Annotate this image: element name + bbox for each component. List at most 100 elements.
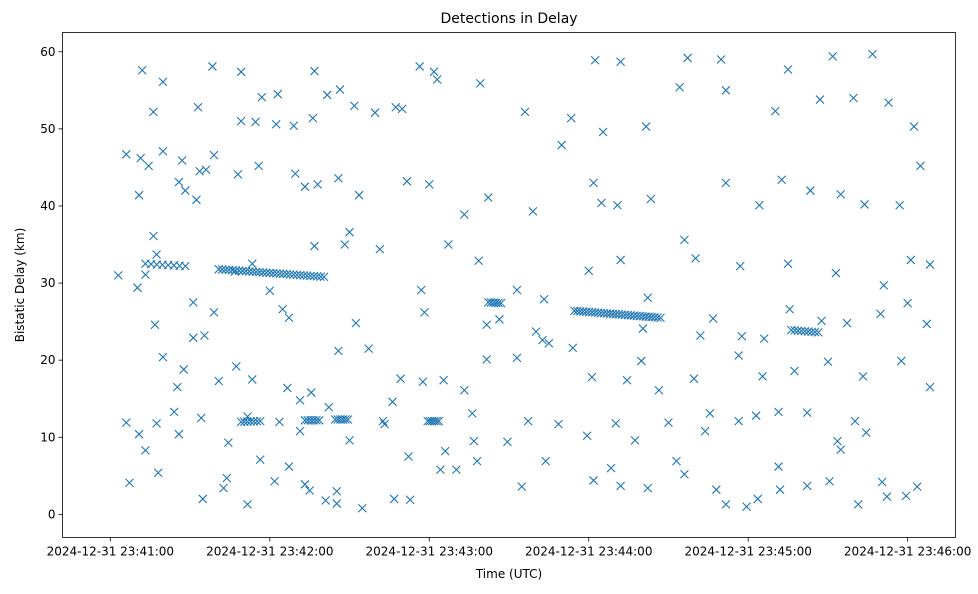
scatter-point	[802, 408, 812, 417]
scatter-point	[708, 314, 718, 323]
scatter-point	[539, 294, 549, 304]
scatter-point	[251, 117, 260, 127]
scatter-point	[759, 334, 769, 343]
track-point	[275, 269, 285, 279]
scatter-point	[611, 419, 621, 428]
scatter-point	[613, 200, 622, 210]
scatter-point	[149, 107, 158, 117]
scatter-point	[333, 173, 343, 183]
scatter-point	[598, 127, 608, 137]
track-point	[813, 328, 823, 337]
scatter-point	[901, 491, 911, 501]
scatter-point	[606, 463, 616, 473]
scatter-point	[432, 75, 442, 84]
scatter-point	[922, 319, 932, 329]
scatter-point	[144, 161, 153, 171]
scatter-point	[278, 304, 287, 314]
scatter-point	[198, 494, 208, 504]
track-point	[312, 272, 322, 281]
track-point	[249, 416, 259, 426]
x-tick-label: 2024-12-31 23:45:00	[684, 545, 811, 559]
track-point	[423, 416, 433, 426]
scatter-point	[388, 397, 397, 407]
scatter-point	[313, 179, 323, 189]
y-tick-label: 50	[40, 122, 55, 136]
scatter-point	[895, 200, 905, 210]
scatter-point	[774, 462, 783, 471]
track-point	[272, 269, 281, 278]
track-point	[427, 416, 437, 426]
track-point	[238, 266, 247, 276]
track-point	[246, 417, 256, 426]
scatter-point	[125, 478, 134, 488]
scatter-point	[520, 107, 530, 117]
scatter-point	[308, 113, 318, 123]
scatter-point	[306, 388, 316, 397]
track-point	[494, 298, 503, 308]
scatter-point	[420, 307, 429, 317]
scatter-point	[236, 67, 246, 77]
scatter-point	[300, 479, 310, 489]
track-point	[239, 417, 249, 427]
scatter-point	[354, 190, 364, 200]
scatter-point	[817, 316, 826, 326]
scatter-point	[121, 149, 131, 159]
scatter-point	[737, 331, 747, 341]
scatter-point	[735, 261, 745, 271]
scatter-point	[459, 210, 469, 219]
scatter-point	[868, 49, 877, 59]
scatter-point	[879, 280, 889, 290]
chart-title: Detections in Delay	[440, 11, 577, 27]
scatter-point	[177, 156, 187, 165]
scatter-point	[672, 456, 681, 466]
scatter-point	[121, 418, 131, 428]
scatter-point	[444, 240, 453, 249]
track-point	[261, 268, 271, 278]
scatter-point	[705, 408, 715, 418]
track-point	[292, 270, 302, 280]
scatter-point	[700, 426, 710, 436]
scatter-point	[255, 455, 265, 465]
scatter-point	[831, 268, 841, 278]
scatter-point	[523, 416, 533, 426]
scatter-point	[643, 483, 653, 493]
scatter-point	[842, 318, 852, 328]
track-point	[268, 268, 278, 278]
scatter-point	[654, 385, 664, 395]
scatter-point	[404, 452, 413, 461]
scatter-point	[853, 499, 863, 509]
scatter-point	[134, 429, 144, 439]
scatter-point	[324, 402, 334, 412]
x-tick-label: 2024-12-31 23:43:00	[366, 545, 493, 559]
scatter-point	[402, 176, 412, 186]
scatter-point	[785, 304, 795, 314]
track-point	[217, 265, 227, 274]
track-point	[295, 270, 305, 280]
scatter-point	[247, 375, 257, 384]
scatter-point	[783, 65, 793, 74]
track-point	[319, 272, 329, 282]
scatter-point	[589, 178, 598, 188]
scatter-point	[459, 385, 469, 395]
scatter-point	[557, 140, 567, 150]
scatter-point	[282, 383, 292, 393]
track-point	[302, 271, 312, 281]
scatter-point	[265, 286, 275, 296]
scatter-point	[233, 169, 243, 179]
scatter-point	[333, 346, 343, 356]
scatter-point	[133, 283, 142, 293]
scatter-point	[815, 95, 825, 104]
scatter-point	[646, 194, 656, 204]
scatter-point	[396, 374, 405, 384]
scatter-point	[616, 57, 626, 67]
scatter-point	[158, 77, 168, 87]
scatter-point	[802, 481, 812, 491]
track-point	[265, 268, 275, 278]
scatter-point	[695, 331, 705, 340]
scatter-point	[188, 333, 198, 343]
scatter-point	[134, 190, 144, 200]
x-tick-label: 2024-12-31 23:46:00	[844, 545, 971, 559]
scatter-point	[257, 92, 267, 102]
scatter-point	[753, 494, 763, 504]
